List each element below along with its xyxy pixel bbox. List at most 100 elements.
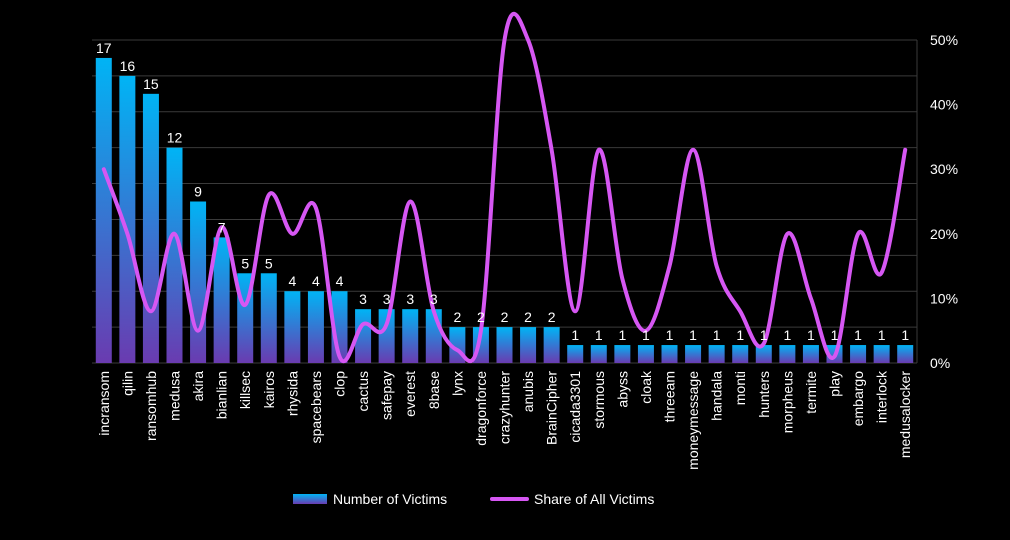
data-label-lynx: 2 <box>453 309 461 325</box>
bar-interlock <box>873 345 890 363</box>
bar-monti <box>732 345 749 363</box>
x-tick-label-medusa: medusa <box>167 371 183 421</box>
data-label-dragonforce: 2 <box>477 309 485 325</box>
data-label-rhysida: 4 <box>288 273 296 289</box>
data-label-handala: 1 <box>713 327 721 343</box>
legend: Number of Victims Share of All Victims <box>293 491 654 507</box>
data-label-anubis: 2 <box>524 309 532 325</box>
y-tick-label-30%: 30% <box>930 161 958 177</box>
x-tick-label-cicada3301: cicada3301 <box>567 371 583 443</box>
x-tick-label-play: play <box>827 371 843 397</box>
bar-stormous <box>590 345 607 363</box>
data-label-medusa: 12 <box>167 130 183 146</box>
x-tick-label-qilin: qilin <box>119 371 135 396</box>
bar-spacebears <box>307 291 324 363</box>
data-label-incransom: 17 <box>96 40 112 56</box>
data-label-clop: 4 <box>336 273 344 289</box>
x-tick-label-kairos: kairos <box>261 371 277 408</box>
bar-kairos <box>260 273 277 363</box>
bar-threeam <box>661 345 678 363</box>
x-tick-label-crazyhunter: crazyhunter <box>497 371 513 444</box>
bar-cloak <box>637 345 654 363</box>
x-tick-label-everest: everest <box>402 371 418 417</box>
x-tick-label-ransomhub: ransomhub <box>143 371 159 441</box>
bar-anubis <box>520 327 537 363</box>
x-tick-label-monti: monti <box>732 371 748 405</box>
x-tick-label-akira: akira <box>190 371 206 402</box>
data-label-abyss: 1 <box>618 327 626 343</box>
x-tick-label-stormous: stormous <box>591 371 607 429</box>
x-tick-label-morpheus: morpheus <box>779 371 795 433</box>
share-line <box>101 11 908 363</box>
bar-morpheus <box>779 345 796 363</box>
data-label-interlock: 1 <box>878 327 886 343</box>
x-tick-label-rhysida: rhysida <box>284 371 300 416</box>
data-label-killsec: 5 <box>241 255 249 271</box>
bar-abyss <box>614 345 631 363</box>
data-label-monti: 1 <box>736 327 744 343</box>
data-label-8base: 3 <box>430 291 438 307</box>
x-axis: incransom qilin ransomhub medusa akira bianli… <box>96 370 913 470</box>
data-label-crazyhunter: 2 <box>501 309 509 325</box>
bar-handala <box>708 345 725 363</box>
line-series <box>101 11 908 363</box>
bar-BrainCipher <box>543 327 560 363</box>
x-tick-label-BrainCipher: BrainCipher <box>544 371 560 445</box>
y-tick-label-20%: 20% <box>930 226 958 242</box>
y-tick-label-10%: 10% <box>930 290 958 306</box>
x-tick-label-spacebears: spacebears <box>308 371 324 443</box>
bar-crazyhunter <box>496 327 513 363</box>
x-tick-label-bianlian: bianlian <box>214 371 230 419</box>
x-tick-label-moneymessage: moneymessage <box>685 371 701 470</box>
x-tick-label-abyss: abyss <box>614 371 630 408</box>
legend-swatch-bars <box>293 494 327 504</box>
bar-qilin <box>119 75 136 363</box>
x-tick-label-dragonforce: dragonforce <box>473 371 489 446</box>
x-tick-label-safepay: safepay <box>379 371 395 420</box>
bar-rhysida <box>284 291 301 363</box>
x-tick-label-incransom: incransom <box>96 371 112 436</box>
x-tick-label-clop: clop <box>332 371 348 397</box>
data-label-safepay: 3 <box>383 291 391 307</box>
data-label-cicada3301: 1 <box>571 327 579 343</box>
bar-medusalocker <box>897 345 914 363</box>
data-label-kairos: 5 <box>265 255 273 271</box>
x-tick-label-killsec: killsec <box>237 371 253 409</box>
data-label-morpheus: 1 <box>783 327 791 343</box>
y-tick-label-40%: 40% <box>930 97 958 113</box>
data-label-cloak: 1 <box>642 327 650 343</box>
x-tick-label-termite: termite <box>803 371 819 414</box>
bar-ransomhub <box>142 93 159 363</box>
bar-incransom <box>95 57 112 363</box>
bar-embargo <box>850 345 867 363</box>
data-label-cactus: 3 <box>359 291 367 307</box>
bar-everest <box>402 309 419 363</box>
legend-label-line: Share of All Victims <box>534 491 654 507</box>
bar-bianlian <box>213 237 230 363</box>
data-label-spacebears: 4 <box>312 273 320 289</box>
data-label-termite: 1 <box>807 327 815 343</box>
x-tick-label-lynx: lynx <box>449 371 465 396</box>
bar-termite <box>802 345 819 363</box>
data-label-BrainCipher: 2 <box>548 309 556 325</box>
x-tick-label-hunters: hunters <box>756 371 772 418</box>
x-tick-label-cloak: cloak <box>638 370 654 404</box>
bar-cicada3301 <box>567 345 584 363</box>
x-tick-label-8base: 8base <box>426 371 442 409</box>
data-label-akira: 9 <box>194 184 202 200</box>
data-label-bianlian: 7 <box>218 219 226 235</box>
x-tick-label-threeam: threeam <box>662 371 678 422</box>
y-axis-right: 0% 10% 20% 30% 40% 50% <box>930 32 958 371</box>
x-tick-label-embargo: embargo <box>850 371 866 426</box>
data-label-ransomhub: 15 <box>143 76 159 92</box>
data-label-hunters: 1 <box>760 327 768 343</box>
x-tick-label-cactus: cactus <box>355 371 371 411</box>
bar-moneymessage <box>685 345 702 363</box>
x-tick-label-interlock: interlock <box>874 370 890 423</box>
bar-safepay <box>378 309 395 363</box>
y-tick-label-50%: 50% <box>930 32 958 48</box>
bar-medusa <box>166 147 183 363</box>
bar-akira <box>190 201 207 363</box>
